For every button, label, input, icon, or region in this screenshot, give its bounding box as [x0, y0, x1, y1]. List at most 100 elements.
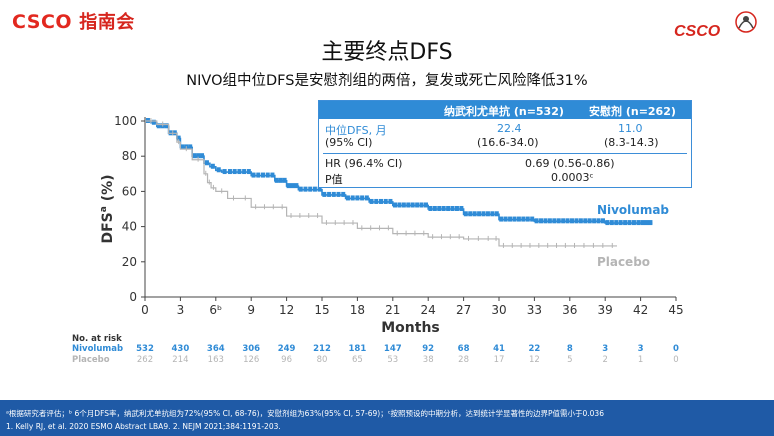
censor-mark-nivolumab — [485, 211, 490, 217]
censor-mark-nivolumab — [446, 206, 451, 211]
y-tick-label: 20 — [122, 255, 137, 269]
censor-mark-nivolumab — [644, 220, 649, 226]
censor-mark-nivolumab — [468, 211, 473, 217]
x-tick-label: 36 — [562, 303, 577, 317]
censor-mark-nivolumab — [512, 216, 517, 222]
censor-mark-nivolumab — [282, 177, 287, 183]
stats-divider — [323, 153, 687, 154]
x-tick-label: 9 — [247, 303, 255, 317]
censor-mark-nivolumab — [196, 153, 201, 159]
censor-mark-nivolumab — [298, 186, 303, 192]
at-risk-value-placebo: 38 — [423, 355, 434, 365]
censor-mark-nivolumab — [290, 183, 295, 189]
x-tick-label: 0 — [141, 303, 149, 317]
at-risk-value-placebo: 96 — [281, 355, 292, 365]
x-tick-label: 30 — [491, 303, 506, 317]
censor-mark-nivolumab — [388, 198, 393, 204]
censor-mark-nivolumab — [303, 186, 308, 192]
at-risk-value-nivolumab: 3 — [602, 344, 608, 354]
censor-mark-nivolumab — [477, 211, 482, 217]
censor-mark-nivolumab — [180, 144, 185, 150]
censor-mark-nivolumab — [415, 202, 420, 208]
censor-mark-nivolumab — [237, 169, 242, 175]
at-risk-value-placebo: 5 — [567, 355, 572, 365]
censor-mark-nivolumab — [156, 123, 161, 129]
censor-mark-nivolumab — [614, 220, 619, 226]
censor-mark-nivolumab — [605, 220, 610, 226]
x-tick-label: 21 — [385, 303, 400, 317]
censor-mark-nivolumab — [587, 218, 592, 224]
censor-mark-nivolumab — [561, 218, 566, 224]
censor-mark-nivolumab — [583, 218, 588, 224]
censor-mark-nivolumab — [450, 206, 455, 211]
x-tick-label: 12 — [279, 303, 294, 317]
censor-mark-nivolumab — [423, 202, 428, 208]
p-value: 0.0003ᶜ — [551, 171, 594, 184]
csco-mascot-logo-icon: CSCO — [674, 11, 757, 40]
median-dfs-placebo: 11.0 — [618, 122, 643, 135]
censor-mark-nivolumab — [437, 206, 442, 211]
censor-mark-nivolumab — [410, 202, 415, 208]
hr-value: 0.69 (0.56-0.86) — [525, 157, 615, 170]
censor-mark-nivolumab — [393, 202, 398, 208]
censor-mark-nivolumab — [543, 218, 548, 224]
censor-mark-nivolumab — [261, 172, 265, 178]
censor-mark-nivolumab — [204, 160, 209, 166]
censor-mark-nivolumab — [406, 202, 411, 208]
km-curve-chart: 0 3 6ᵇ 9 12 15 18 21 24 27 30 33 36 39 42 4502040608010… — [72, 114, 684, 365]
row-median-dfs-label: 中位DFS, 月 — [325, 124, 387, 137]
x-axis-title: Months — [381, 320, 440, 336]
censor-mark-nivolumab — [192, 153, 197, 159]
at-risk-value-nivolumab: 306 — [242, 344, 260, 354]
censor-mark-nivolumab — [151, 119, 156, 125]
footnote-line-2: 1. Kelly RJ, et al. 2020 ESMO Abstract L… — [6, 422, 281, 431]
censor-mark-nivolumab — [308, 186, 313, 192]
at-risk-title: No. at risk — [72, 334, 122, 344]
y-axis-title: DFSa (%) — [99, 174, 116, 243]
at-risk-value-nivolumab: 3 — [638, 344, 644, 354]
censor-mark-nivolumab — [631, 220, 636, 226]
censor-mark-nivolumab — [379, 198, 383, 204]
x-tick-label: 6ᵇ — [209, 303, 222, 317]
censor-mark-nivolumab — [278, 177, 283, 183]
logo-right-text: CSCO — [674, 23, 721, 40]
censor-mark-nivolumab — [600, 218, 605, 224]
at-risk-value-nivolumab: 147 — [384, 344, 402, 354]
logo-latin: CSCO — [12, 11, 73, 33]
series-line-placebo — [145, 120, 617, 247]
censor-mark-nivolumab — [312, 186, 317, 192]
csco-logo-right: CSCO — [672, 10, 762, 44]
censor-mark-nivolumab — [350, 195, 355, 201]
censor-mark-nivolumab — [188, 144, 193, 150]
at-risk-row-label-nivolumab: Nivolumab — [72, 344, 123, 354]
censor-mark-nivolumab — [441, 206, 446, 211]
censor-mark-nivolumab — [530, 216, 535, 222]
footnote-bar: ᵃ根据研究者评估；ᵇ 6个月DFS率，纳武利尤单抗组为72%(95% CI, 6… — [0, 400, 774, 436]
censor-mark-nivolumab — [222, 169, 227, 175]
y-tick-label: 80 — [122, 149, 137, 163]
logo-cn: 指南会 — [79, 12, 135, 33]
at-risk-value-placebo: 2 — [602, 355, 607, 365]
y-tick-label: 40 — [122, 220, 137, 234]
censor-mark-nivolumab — [428, 206, 433, 211]
x-tick-label: 27 — [456, 303, 471, 317]
censor-mark-nivolumab — [547, 218, 552, 224]
censor-mark-nivolumab — [274, 177, 279, 183]
footnote-line-1: ᵃ根据研究者评估；ᵇ 6个月DFS率，纳武利尤单抗组为72%(95% CI, 6… — [6, 409, 604, 418]
at-risk-value-nivolumab: 364 — [207, 344, 225, 354]
censor-mark-nivolumab — [341, 191, 346, 197]
at-risk-value-nivolumab: 8 — [567, 344, 573, 354]
censor-mark-nivolumab — [592, 218, 597, 224]
at-risk-value-nivolumab: 532 — [136, 344, 154, 354]
censor-mark-nivolumab — [364, 195, 369, 201]
at-risk-value-nivolumab: 181 — [349, 344, 367, 354]
censor-mark-nivolumab — [508, 216, 513, 222]
slide-subtitle: NIVO组中位DFS是安慰剂组的两倍，复发或死亡风险降低31% — [186, 73, 588, 89]
censor-mark-nivolumab — [355, 195, 360, 201]
dfs-stats-table: 纳武利尤单抗 (n=532) 安慰剂 (n=262) 中位DFS, 月 (95%… — [318, 100, 692, 188]
at-risk-value-nivolumab: 212 — [313, 344, 331, 354]
at-risk-value-nivolumab: 249 — [278, 344, 296, 354]
censor-mark-nivolumab — [472, 211, 477, 217]
censor-mark-nivolumab — [432, 206, 437, 211]
censor-mark-nivolumab — [294, 183, 299, 189]
